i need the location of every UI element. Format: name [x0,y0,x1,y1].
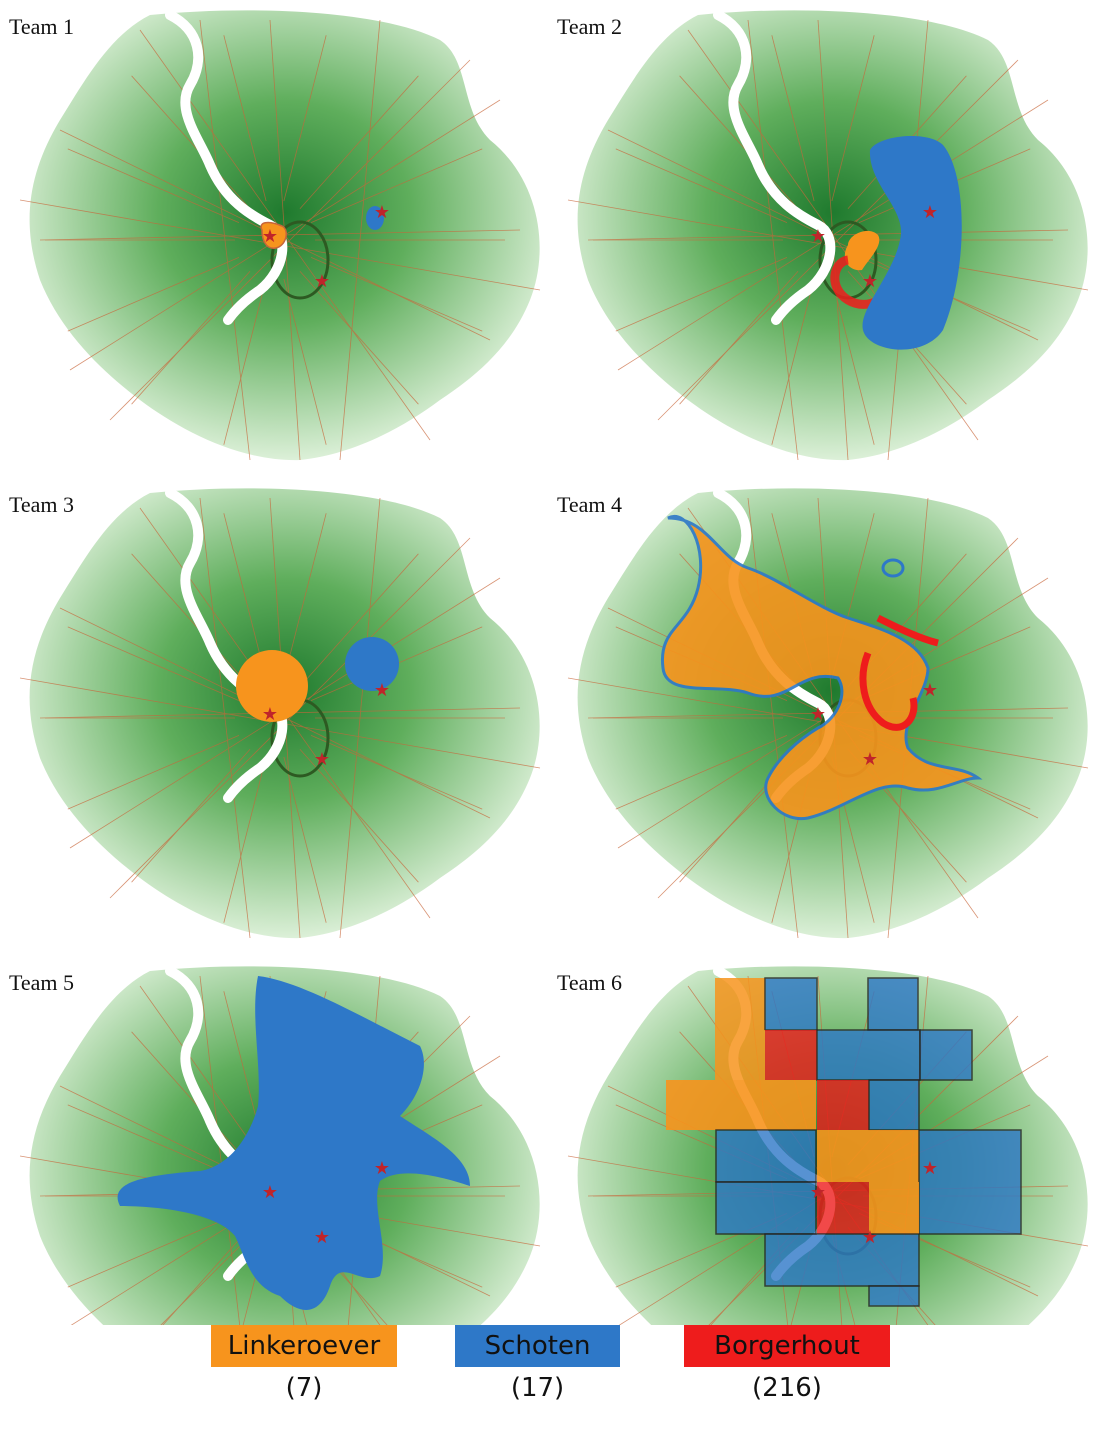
star-marker: ★ [262,226,278,247]
team-label: Team 3 [9,492,75,517]
star-marker: ★ [862,1227,878,1248]
legend-borgerhout: Borgerhout (216) [684,1325,890,1403]
map-panel-team-4: ★ ★ ★ Team 4 [548,478,1096,956]
star-marker: ★ [922,1158,938,1179]
map-panel-team-5: ★ ★ ★ Team 5 [0,956,548,1434]
star-marker: ★ [314,749,330,770]
star-marker: ★ [374,202,390,223]
map-team-4: ★ ★ ★ [567,488,1089,939]
star-marker: ★ [810,1182,826,1203]
team-label: Team 5 [9,970,75,995]
map-panel-team-1: ★ ★ ★ Team 1 [0,0,548,478]
map-team-3: ★ ★ ★ [19,488,541,939]
star-marker: ★ [262,1182,278,1203]
map-panel-team-6: ★ ★ ★ Team 6 [548,956,1096,1325]
team-label: Team 4 [557,492,623,517]
map-team-5: ★ ★ ★ [19,966,541,1325]
star-marker: ★ [374,1158,390,1179]
star-marker: ★ [810,226,826,247]
star-marker: ★ [862,749,878,770]
star-marker: ★ [922,680,938,701]
river [713,10,836,325]
river [165,488,288,803]
star-marker: ★ [922,202,938,223]
map-panel-team-3: ★ ★ ★ Team 3 [0,478,548,956]
map-team-1: ★ ★ ★ [19,10,541,461]
ring-road [270,220,330,300]
team-label: Team 1 [9,14,75,39]
star-marker: ★ [862,271,878,292]
star-marker: ★ [314,1227,330,1248]
map-team-2: ★ ★ ★ [567,10,1089,461]
team-label: Team 2 [557,14,623,39]
star-marker: ★ [810,704,826,725]
map-panel-team-2: ★ ★ ★ Team 2 [548,0,1096,478]
team-label: Team 6 [557,970,623,995]
star-marker: ★ [374,680,390,701]
star-marker: ★ [314,271,330,292]
legend-linkeroever: Linkeroever (7) [211,1325,397,1403]
legend-schoten: Schoten (17) [455,1325,620,1403]
map-team-6: ★ ★ ★ [567,966,1089,1325]
star-marker: ★ [262,704,278,725]
river [165,10,288,325]
